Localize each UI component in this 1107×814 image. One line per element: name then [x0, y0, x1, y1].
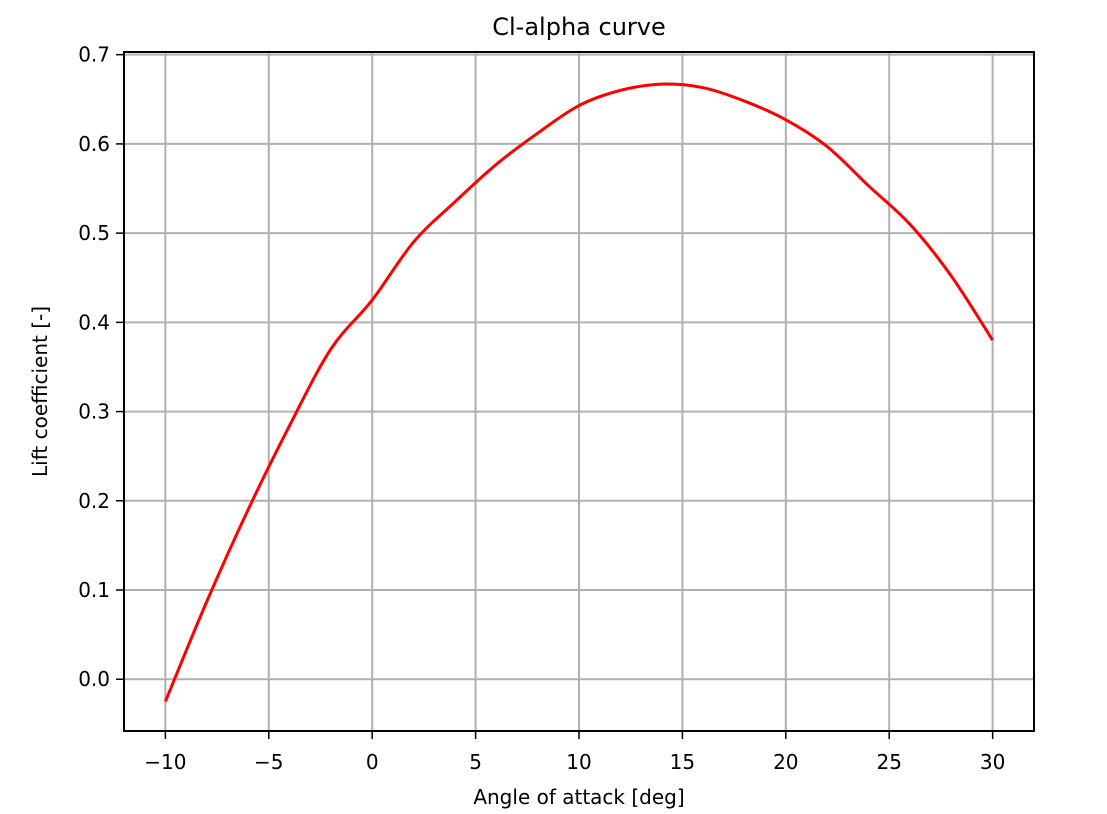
tick-marks [116, 53, 994, 739]
y-tick-labels: 0.0 0.1 0.2 0.3 0.4 0.5 0.6 0.7 [78, 43, 110, 692]
y-tick-label: 0.0 [78, 667, 110, 691]
series-layer [163, 82, 994, 703]
y-tick-label: 0.2 [78, 489, 110, 513]
x-tick-label: 15 [670, 750, 695, 774]
x-tick-label: 25 [877, 750, 902, 774]
y-tick-label: 0.4 [78, 310, 110, 334]
x-axis-label: Angle of attack [deg] [473, 785, 684, 809]
y-tick-label: 0.3 [78, 400, 110, 424]
grid-lines [124, 52, 1034, 731]
x-tick-label: 10 [566, 750, 591, 774]
x-tick-labels: −10 −5 0 5 10 15 20 25 30 [144, 750, 1005, 774]
x-tick-label: 30 [980, 750, 1005, 774]
x-tick-label: 20 [773, 750, 798, 774]
x-tick-label: −10 [144, 750, 186, 774]
y-tick-label: 0.7 [78, 43, 110, 67]
y-tick-label: 0.6 [78, 132, 110, 156]
cl-alpha-line [163, 82, 994, 703]
x-tick-label: 5 [469, 750, 482, 774]
y-axis-label: Lift coefficient [-] [28, 306, 52, 477]
x-tick-label: 0 [366, 750, 379, 774]
y-tick-label: 0.1 [78, 578, 110, 602]
chart-title: Cl-alpha curve [492, 13, 665, 41]
y-tick-label: 0.5 [78, 221, 110, 245]
x-tick-label: −5 [254, 750, 283, 774]
